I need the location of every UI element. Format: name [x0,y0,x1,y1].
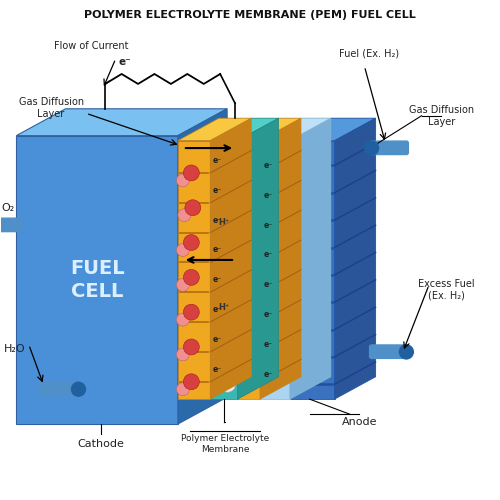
Circle shape [176,348,190,361]
Circle shape [178,208,191,222]
Text: e⁻: e⁻ [264,280,273,289]
Text: e⁻: e⁻ [264,161,273,170]
Polygon shape [260,118,331,141]
Polygon shape [16,109,227,136]
Polygon shape [238,140,260,399]
Circle shape [220,376,236,392]
Circle shape [220,168,236,184]
Circle shape [176,244,190,256]
Text: Fuel (Ex. H₂): Fuel (Ex. H₂) [340,48,400,58]
Polygon shape [178,118,251,141]
Circle shape [185,200,201,216]
Circle shape [210,302,226,318]
Text: Gas Diffusion
Layer: Gas Diffusion Layer [18,97,84,120]
Text: O₂: O₂ [2,202,15,212]
Polygon shape [260,140,290,399]
Circle shape [210,336,226,352]
Circle shape [210,162,226,178]
Text: FUEL
CELL: FUEL CELL [70,258,124,301]
Polygon shape [238,118,301,141]
Circle shape [184,339,200,355]
Circle shape [210,198,226,213]
Polygon shape [290,140,335,399]
Circle shape [220,306,236,322]
FancyBboxPatch shape [0,218,24,232]
Circle shape [400,345,413,359]
Circle shape [272,209,289,226]
Text: e⁻: e⁻ [264,220,273,230]
Circle shape [176,174,190,187]
FancyBboxPatch shape [370,345,408,358]
Text: e⁻: e⁻ [264,250,273,260]
Circle shape [210,232,226,248]
Text: H⁺: H⁺ [218,302,230,312]
Circle shape [184,374,200,390]
Circle shape [176,313,190,326]
Polygon shape [210,118,251,399]
Circle shape [262,202,280,218]
Circle shape [220,272,236,288]
Text: e⁻: e⁻ [264,340,273,349]
Polygon shape [178,109,227,424]
Circle shape [184,270,200,285]
Polygon shape [290,118,376,141]
Circle shape [262,351,280,368]
Text: e⁻: e⁻ [212,156,222,165]
Text: e⁻: e⁻ [212,186,222,195]
Polygon shape [334,118,376,399]
Circle shape [262,314,280,330]
Circle shape [184,304,200,320]
Circle shape [220,342,236,357]
Text: Gas Diffusion
Layer: Gas Diffusion Layer [409,104,474,127]
Circle shape [262,164,280,182]
Polygon shape [260,118,301,399]
Circle shape [210,294,238,321]
Circle shape [272,172,289,189]
Text: POLYMER ELECTROLYTE MEMBRANE (PEM) FUEL CELL: POLYMER ELECTROLYTE MEMBRANE (PEM) FUEL … [84,10,416,20]
Circle shape [220,237,236,253]
Circle shape [72,382,86,396]
Text: e⁻: e⁻ [212,335,222,344]
Circle shape [176,383,190,396]
Text: H₂O: H₂O [4,344,26,354]
Text: e⁻: e⁻ [212,276,222,284]
FancyBboxPatch shape [370,141,408,154]
Circle shape [210,267,226,283]
Circle shape [210,372,226,387]
Text: e⁻: e⁻ [212,305,222,314]
Circle shape [220,202,236,218]
Text: H⁺: H⁺ [218,218,230,227]
Text: e⁻: e⁻ [212,246,222,254]
Text: e⁻: e⁻ [264,191,273,200]
Circle shape [184,234,200,250]
Circle shape [364,141,378,155]
Polygon shape [16,136,178,424]
Text: e⁻: e⁻ [264,370,273,379]
Polygon shape [210,118,278,141]
Text: Excess Fuel
(Ex. H₂): Excess Fuel (Ex. H₂) [418,278,474,301]
Circle shape [272,358,289,376]
Polygon shape [210,140,238,399]
Text: Anode: Anode [342,416,377,426]
Text: Polymer Electrolyte
Membrane: Polymer Electrolyte Membrane [181,434,270,454]
Circle shape [262,239,280,256]
Circle shape [176,278,190,291]
Text: Flow of Current: Flow of Current [54,41,128,51]
Text: e⁻: e⁻ [212,365,222,374]
Circle shape [210,208,238,236]
Polygon shape [178,118,376,399]
FancyBboxPatch shape [39,382,80,396]
Polygon shape [178,140,210,399]
Circle shape [184,165,200,181]
Circle shape [262,276,280,293]
Circle shape [272,284,289,300]
Polygon shape [290,118,331,399]
Text: e⁻: e⁻ [119,57,132,67]
Text: Cathode: Cathode [78,439,124,449]
Text: e⁻: e⁻ [264,310,273,319]
Circle shape [272,246,289,264]
Polygon shape [238,118,279,399]
Text: e⁻: e⁻ [212,216,222,224]
Circle shape [272,321,289,338]
